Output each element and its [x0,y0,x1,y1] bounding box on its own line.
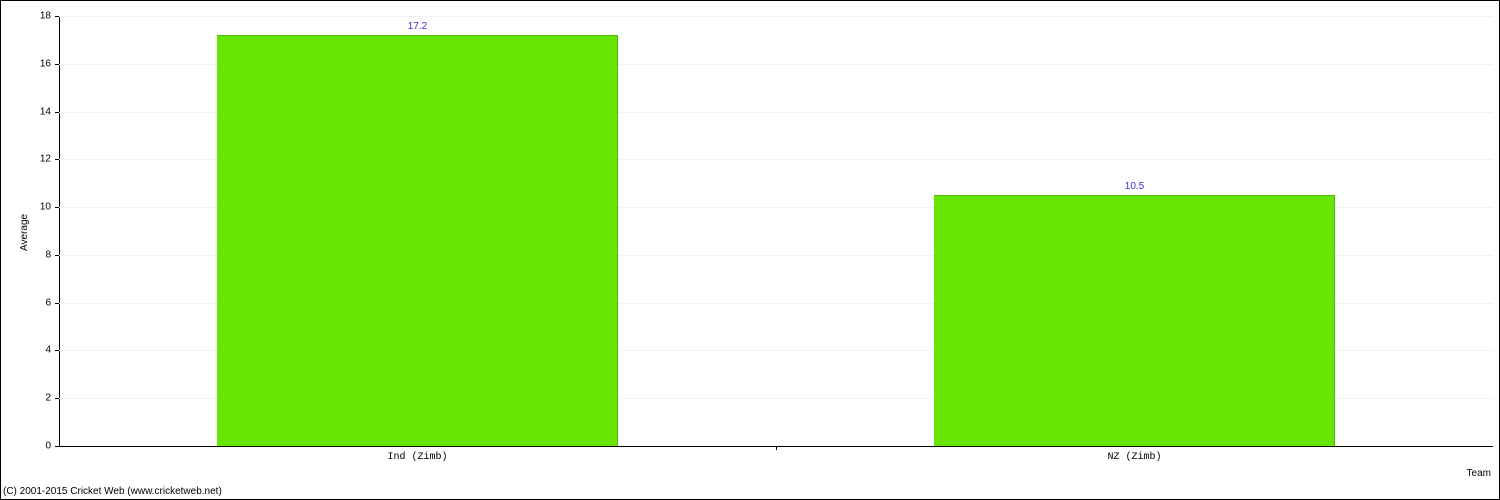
y-axis-line [59,16,60,446]
bar [217,35,619,446]
gridline [59,16,1493,17]
plot-area: 17.2 10.5 [59,16,1493,446]
x-axis-label: Team [1467,468,1491,479]
y-tick-label: 12 [21,154,51,165]
y-tick-label: 6 [21,297,51,308]
chart-container: 17.2 10.5 Average Team (C) 2001-2015 Cric… [0,0,1500,500]
y-tick-label: 8 [21,249,51,260]
y-tick-label: 18 [21,11,51,22]
y-tick-label: 16 [21,58,51,69]
x-tick-label: NZ (Zimb) [1107,452,1161,463]
y-axis-label: Average [19,214,30,251]
bar [934,195,1336,446]
y-tick-label: 4 [21,345,51,356]
bar-value-label: 17.2 [408,21,427,32]
y-tick-label: 2 [21,393,51,404]
y-tick-label: 10 [21,202,51,213]
x-tick-label: Ind (Zimb) [387,452,447,463]
y-tick-label: 0 [21,441,51,452]
x-tick-mark [776,446,777,450]
bar-value-label: 10.5 [1125,181,1144,192]
copyright-text: (C) 2001-2015 Cricket Web (www.cricketwe… [3,486,222,497]
y-tick-label: 14 [21,106,51,117]
